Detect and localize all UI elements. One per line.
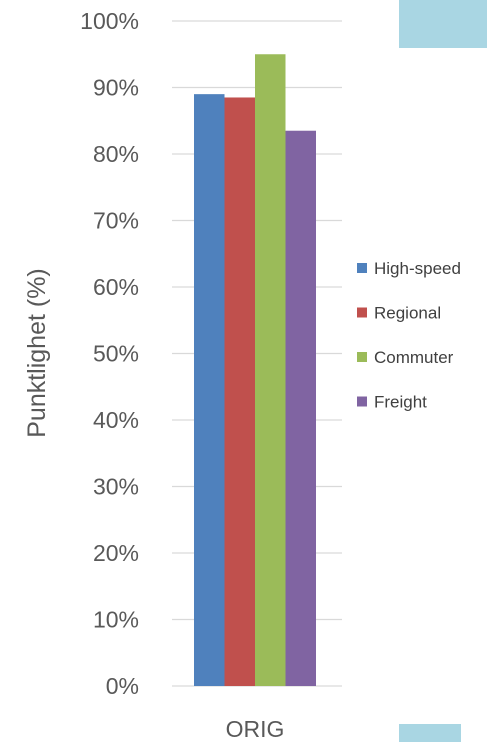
- x-tick-labels: ORIG: [226, 716, 285, 742]
- y-tick-label: 30%: [93, 474, 139, 500]
- legend-label: Freight: [374, 393, 427, 412]
- y-tick-label: 50%: [93, 341, 139, 367]
- legend-swatch: [357, 263, 367, 273]
- y-tick-label: 0%: [106, 673, 139, 699]
- legend-swatch: [357, 307, 367, 318]
- legend-label: Regional: [374, 304, 441, 323]
- bars: [194, 54, 316, 687]
- y-tick-label: 90%: [93, 75, 139, 101]
- decor-top-right: [399, 0, 487, 48]
- decor-bottom-right: [399, 724, 461, 742]
- bar-commuter: [255, 54, 286, 686]
- y-tick-label: 20%: [93, 540, 139, 566]
- y-tick-label: 100%: [80, 8, 139, 34]
- y-tick-label: 10%: [93, 607, 139, 633]
- x-tick-label: ORIG: [226, 716, 285, 742]
- legend-swatch: [357, 396, 367, 407]
- bar-regional: [224, 97, 255, 687]
- legend-label: Commuter: [374, 348, 454, 367]
- bar-high-speed: [194, 94, 225, 686]
- y-tick-labels: 0% 10% 20% 30% 40% 50% 60% 70% 80% 90% 100%: [80, 8, 139, 699]
- y-tick-label: 80%: [93, 141, 139, 167]
- y-tick-label: 70%: [93, 208, 139, 234]
- legend-swatch: [357, 352, 367, 362]
- y-tick-label: 60%: [93, 274, 139, 300]
- bar-freight: [285, 130, 316, 687]
- y-axis-title: Punktlighet (%): [23, 268, 51, 438]
- y-tick-label: 40%: [93, 407, 139, 433]
- legend: High-speed Regional Commuter Freight: [357, 259, 461, 412]
- legend-label: High-speed: [374, 259, 461, 278]
